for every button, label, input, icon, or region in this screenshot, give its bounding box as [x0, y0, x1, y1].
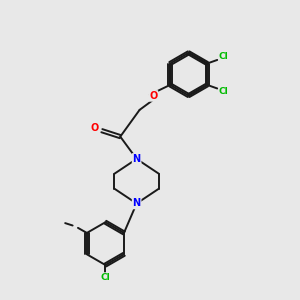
Text: N: N	[133, 154, 141, 164]
Text: Cl: Cl	[100, 273, 110, 282]
Text: Cl: Cl	[219, 87, 229, 96]
Text: O: O	[149, 91, 158, 101]
Text: Cl: Cl	[219, 52, 229, 62]
Text: O: O	[90, 123, 98, 133]
Text: N: N	[133, 199, 141, 208]
